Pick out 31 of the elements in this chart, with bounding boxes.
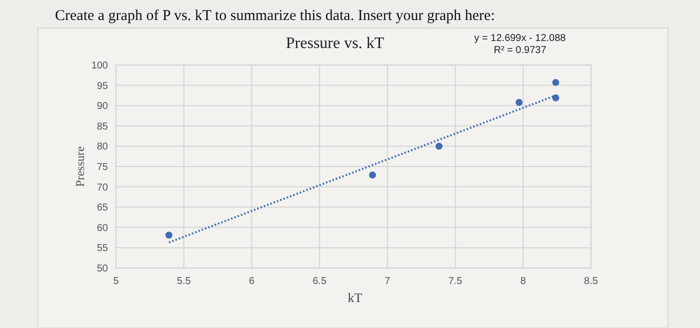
y-tick-label: 50 [96, 264, 108, 274]
y-tick-label: 90 [96, 101, 108, 112]
text: R² = 0.9737 [494, 45, 547, 56]
x-tick-label: 6.5 [312, 276, 327, 287]
x-tick-label: 7.5 [448, 276, 463, 287]
x-axis-title: kT [348, 290, 362, 305]
x-tick-label: 8 [520, 276, 526, 287]
y-tick-label: 100 [91, 60, 108, 72]
point [516, 98, 523, 106]
point [552, 94, 560, 102]
y-tick-label: 95 [96, 80, 108, 92]
y-tick-label: 80 [96, 142, 108, 153]
y-tick-label: 70 [96, 182, 108, 194]
point [369, 172, 376, 179]
x-tick-label: 6 [248, 276, 255, 287]
y-tick-label: 60 [96, 222, 108, 234]
x-tick-label: 7 [384, 276, 391, 287]
point [436, 142, 442, 150]
x-tick-label: 8.5 [584, 276, 598, 287]
point [165, 232, 172, 239]
chart-title: Pressure vs. kT [286, 35, 384, 52]
y-tick-label: 85 [96, 121, 108, 132]
point [552, 78, 560, 86]
text: y = 12.699x - 12.088 [474, 33, 566, 44]
x-tick-label: 5.5 [176, 276, 192, 287]
y-axis-title: Pressure [73, 146, 87, 187]
y-tick-label: 55 [96, 243, 108, 254]
y-tick-label: 75 [96, 162, 108, 173]
text: Create a graph of P vs. kT to summarize this data. Insert your graph here: [55, 8, 495, 24]
y-tick-label: 65 [96, 202, 108, 214]
x-tick-label: 5 [113, 276, 120, 287]
